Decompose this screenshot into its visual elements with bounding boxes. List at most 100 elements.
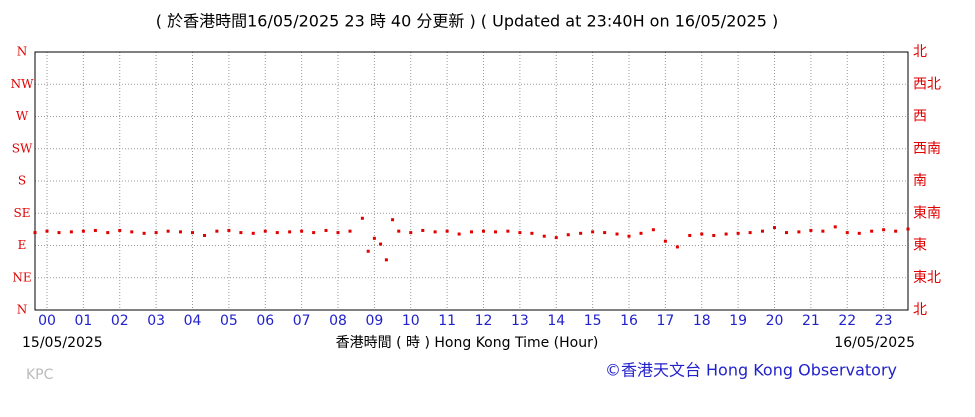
start-date: 15/05/2025 [22,335,103,351]
x-tick-label: 03 [147,313,165,329]
x-tick-label: 05 [220,313,238,329]
data-point [166,229,170,233]
y-tick-label: E [18,238,27,252]
data-point [409,231,413,235]
data-point [179,230,182,234]
y2-tick-label: 北 [913,44,927,60]
data-point [506,229,510,233]
y-tick-label: SW [12,141,33,155]
y-tick-label: S [18,174,26,188]
data-point [372,236,376,240]
data-point [130,230,134,234]
y2-tick-label: 東 [913,238,927,254]
data-point [627,234,631,238]
data-point [906,227,910,231]
x-tick-label: 16 [620,313,638,329]
station-code: KPC [26,367,54,383]
data-point [821,229,825,233]
data-point [857,231,861,235]
data-point [554,236,558,240]
x-tick-label: 01 [74,313,92,329]
y2-tick-label: 南 [913,173,927,189]
x-tick-label: 18 [693,313,711,329]
data-point [384,258,388,262]
data-point [566,233,570,237]
data-point [391,218,395,222]
x-tick-label: 11 [438,313,456,329]
data-point [191,231,195,235]
x-tick-label: 00 [38,313,56,329]
x-tick-label: 04 [184,313,202,329]
data-point [882,228,886,232]
x-tick-label: 23 [875,313,893,329]
x-tick-label: 20 [766,313,784,329]
data-point [748,231,752,235]
data-point [45,229,49,233]
data-point [603,231,607,235]
x-tick-label: 21 [802,313,820,329]
x-tick-label: 19 [729,313,747,329]
data-point [870,229,874,233]
data-point [845,231,849,235]
x-tick-label: 10 [402,313,420,329]
x-tick-label: 02 [111,313,129,329]
data-point [445,229,449,233]
data-point [275,231,279,235]
data-point [663,239,667,243]
data-point [518,231,522,235]
data-point [215,229,219,233]
x-tick-label: 07 [293,313,311,329]
y2-tick-label: 東南 [913,205,941,221]
y-tick-label: N [17,303,28,317]
data-point [639,231,643,235]
data-point [421,228,425,232]
data-point [336,231,340,235]
data-point [263,229,267,233]
y-tick-label: W [16,109,29,123]
data-point [433,230,437,234]
data-point [379,242,383,246]
data-point [69,230,73,234]
credit: ©香港天文台 Hong Kong Observatory [605,361,897,380]
plot-border [34,51,909,311]
data-point [542,234,546,238]
data-point [251,231,255,235]
x-tick-label: 14 [547,313,565,329]
data-point [227,228,231,232]
data-point [894,229,898,233]
data-point [579,231,583,235]
x-tick-label: 22 [838,313,856,329]
data-point [360,216,364,220]
data-point [470,230,473,234]
data-point [809,228,813,232]
x-tick-label: 17 [656,313,674,329]
data-point [93,228,97,232]
data-point [494,230,498,234]
x-tick-label: 06 [256,313,274,329]
data-point [57,231,61,235]
x-axis-label: 香港時間 ( 時 ) Hong Kong Time (Hour) [336,335,599,351]
y2-tick-label: 北 [913,302,927,318]
data-point [348,229,352,233]
data-point [591,230,595,234]
y2-tick-label: 西北 [913,76,941,92]
data-point [482,229,486,233]
data-point [312,231,316,235]
data-point [142,231,146,235]
y2-tick-label: 西 [913,109,927,125]
data-point [688,233,692,237]
data-point [106,231,110,235]
data-point [154,231,158,235]
data-point [288,230,292,234]
x-tick-label: 12 [475,313,493,329]
x-tick-label: 09 [365,313,383,329]
data-point [651,228,655,232]
data-point [797,230,801,234]
y-tick-label: N [17,45,28,59]
end-date: 16/05/2025 [834,335,915,351]
data-point [300,229,304,233]
data-point [118,228,122,232]
data-point [239,231,243,235]
data-point [457,232,461,236]
